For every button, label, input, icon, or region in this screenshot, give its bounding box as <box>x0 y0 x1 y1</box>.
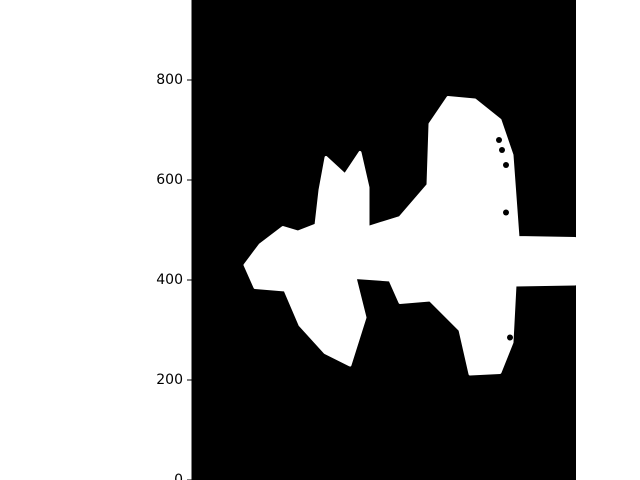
mask-hole <box>507 334 513 341</box>
mask-layer <box>243 96 577 376</box>
mask-hole <box>503 209 509 216</box>
mask-hole <box>503 162 509 168</box>
mask-hole <box>499 147 505 153</box>
y-axis: 0 200 400 600 800 <box>156 0 193 480</box>
mask-silhouette <box>243 96 577 376</box>
y-tick-label: 400 <box>156 272 183 288</box>
y-tick-label: 200 <box>156 372 183 388</box>
y-tick-label: 0 <box>174 472 183 480</box>
y-tick-label: 600 <box>156 172 183 188</box>
mask-hole <box>496 137 502 143</box>
y-tick-label: 800 <box>156 72 183 88</box>
